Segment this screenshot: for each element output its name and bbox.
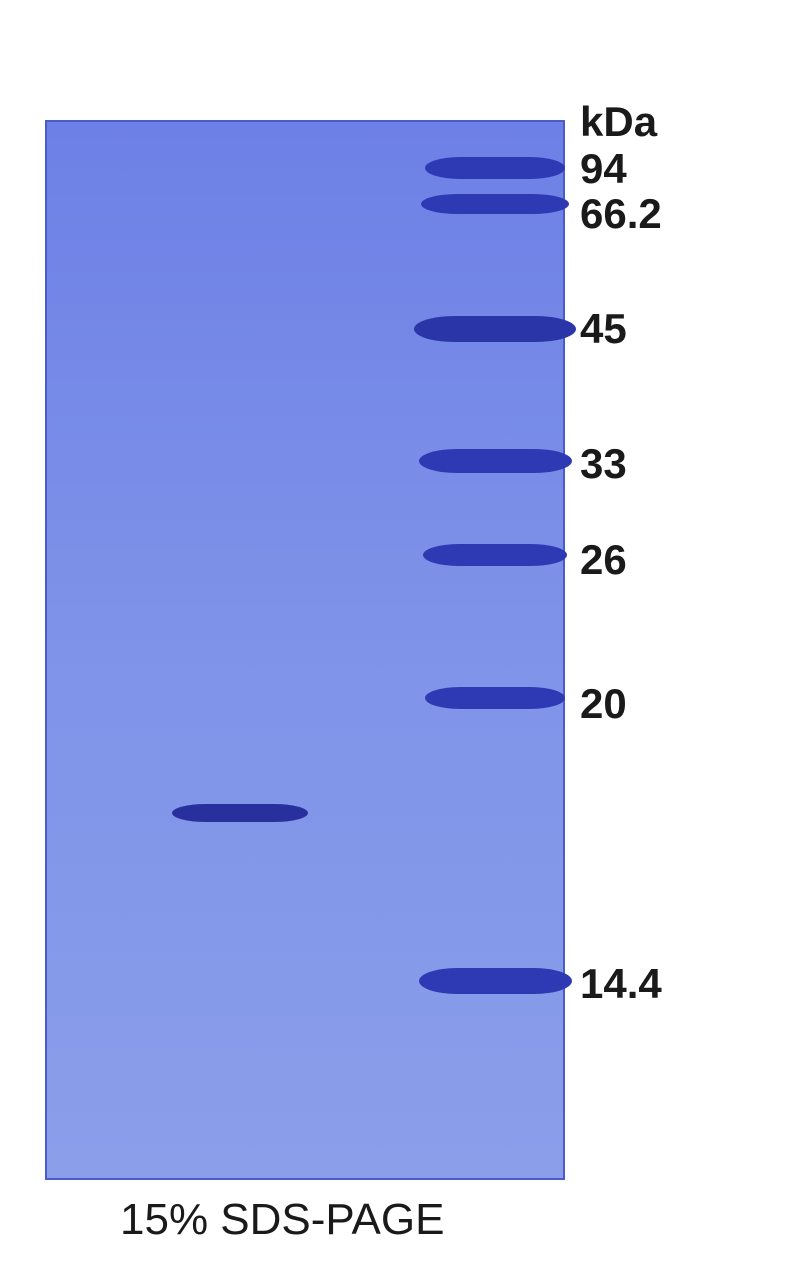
ladder-band <box>421 194 569 214</box>
sample-band <box>172 804 308 822</box>
ladder-band <box>414 316 576 342</box>
ladder-band <box>423 544 567 566</box>
gel-region <box>45 120 565 1180</box>
ladder-band <box>419 449 572 473</box>
marker-label: 45 <box>580 305 627 353</box>
marker-label: 20 <box>580 680 627 728</box>
marker-label: 66.2 <box>580 190 662 238</box>
ladder-band <box>419 968 572 994</box>
figure-container: kDa 9466.2 45 33 26 20 14.4 15% SDS-PAGE <box>0 0 787 1280</box>
marker-label: 33 <box>580 440 627 488</box>
marker-label: 26 <box>580 536 627 584</box>
gel-caption: 15% SDS-PAGE <box>120 1195 444 1245</box>
marker-label: 14.4 <box>580 960 662 1008</box>
ladder-band <box>425 687 565 709</box>
kda-header-label: kDa <box>580 98 657 146</box>
marker-label: 94 <box>580 145 627 193</box>
ladder-band <box>425 157 565 179</box>
